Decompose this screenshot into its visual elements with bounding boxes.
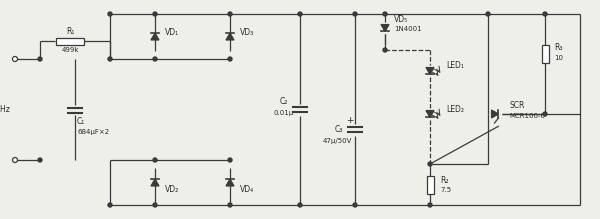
Text: LED₂: LED₂: [446, 104, 464, 113]
Text: LED₁: LED₁: [446, 62, 464, 71]
Text: R₃: R₃: [554, 44, 563, 53]
Text: 499k: 499k: [61, 47, 79, 53]
Text: VD₁: VD₁: [165, 28, 179, 37]
Polygon shape: [151, 33, 159, 40]
Circle shape: [428, 203, 432, 207]
Text: 1N4001: 1N4001: [394, 26, 422, 32]
Text: VD₃: VD₃: [240, 28, 254, 37]
Text: C₃: C₃: [335, 125, 343, 134]
Circle shape: [543, 112, 547, 116]
Text: +: +: [346, 116, 354, 125]
Circle shape: [383, 12, 387, 16]
Text: SCR: SCR: [509, 101, 524, 111]
Text: R₂: R₂: [440, 176, 449, 185]
Text: 10: 10: [554, 55, 563, 61]
Polygon shape: [491, 110, 499, 118]
Circle shape: [383, 48, 387, 52]
Text: 0.01μ: 0.01μ: [274, 111, 294, 117]
Circle shape: [153, 203, 157, 207]
Text: VD₄: VD₄: [240, 185, 254, 194]
Circle shape: [228, 12, 232, 16]
Circle shape: [428, 162, 432, 166]
Bar: [56, 37, 84, 44]
Polygon shape: [226, 33, 234, 40]
Circle shape: [13, 57, 17, 62]
Circle shape: [153, 158, 157, 162]
Text: 684μF×2: 684μF×2: [77, 129, 109, 135]
Text: C₁: C₁: [77, 118, 85, 127]
Polygon shape: [381, 25, 389, 32]
Circle shape: [13, 157, 17, 162]
Text: 120V/60Hz: 120V/60Hz: [0, 105, 10, 114]
Polygon shape: [226, 179, 234, 186]
Text: 47μ/50V: 47μ/50V: [322, 138, 352, 145]
Bar: [427, 175, 433, 194]
Text: 7.5: 7.5: [440, 187, 451, 194]
Polygon shape: [151, 179, 159, 186]
Circle shape: [108, 12, 112, 16]
Circle shape: [153, 12, 157, 16]
Circle shape: [228, 158, 232, 162]
Text: R₁: R₁: [66, 28, 74, 37]
Circle shape: [153, 57, 157, 61]
Circle shape: [108, 203, 112, 207]
Text: VD₂: VD₂: [165, 185, 179, 194]
Circle shape: [228, 203, 232, 207]
Circle shape: [486, 12, 490, 16]
Polygon shape: [426, 111, 434, 117]
Circle shape: [38, 158, 42, 162]
Polygon shape: [426, 67, 434, 74]
Text: MCR100-6: MCR100-6: [509, 113, 545, 119]
Circle shape: [228, 57, 232, 61]
Circle shape: [543, 12, 547, 16]
Text: VD₅: VD₅: [394, 16, 408, 25]
Circle shape: [38, 57, 42, 61]
Circle shape: [108, 57, 112, 61]
Circle shape: [353, 203, 357, 207]
Text: C₂: C₂: [280, 97, 288, 106]
Circle shape: [298, 203, 302, 207]
Circle shape: [298, 12, 302, 16]
Circle shape: [353, 12, 357, 16]
Bar: [542, 45, 548, 63]
